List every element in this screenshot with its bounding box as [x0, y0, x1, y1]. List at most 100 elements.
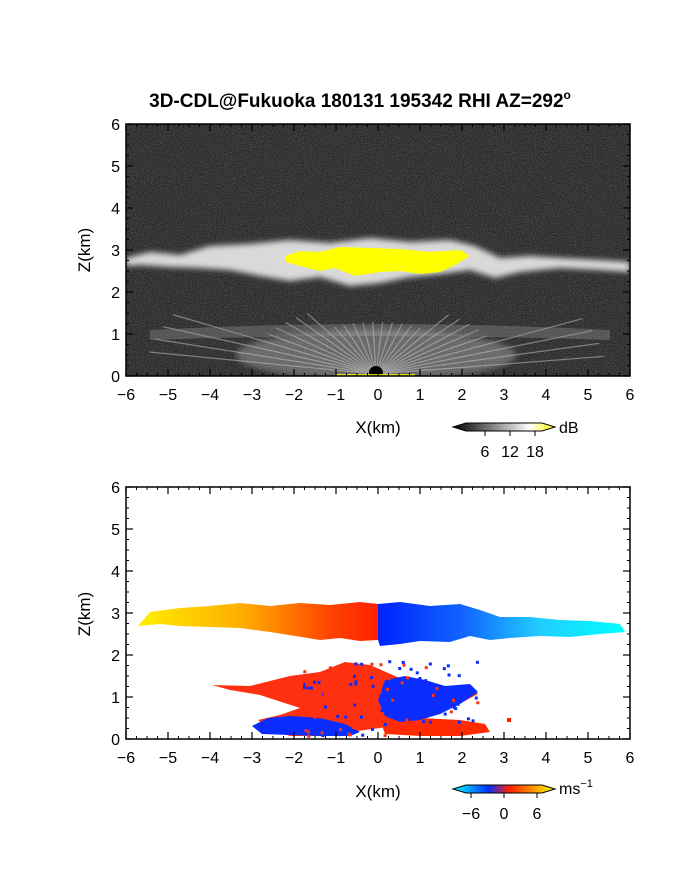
speckle: [363, 694, 367, 698]
speckle: [315, 673, 319, 677]
x-tick-label: −5: [159, 750, 177, 767]
speckle: [401, 660, 405, 664]
speckle: [319, 692, 323, 696]
colorbar-tick-label: 6: [481, 444, 490, 461]
speckle: [309, 686, 313, 690]
speckle: [351, 726, 355, 730]
colorbar-gradient: [451, 422, 557, 432]
speckle: [309, 690, 313, 694]
speckle: [474, 696, 478, 700]
speckle: [471, 690, 475, 694]
speckle: [307, 734, 311, 738]
x-tick-label: 6: [626, 387, 635, 404]
y-tick-label: 6: [111, 480, 120, 497]
x-tick-label: 1: [416, 750, 425, 767]
speckle: [386, 726, 390, 730]
y-tick-label: 2: [111, 285, 120, 302]
colorbar-tick-label: 18: [526, 444, 544, 461]
y-tick-label: 5: [111, 522, 120, 539]
velocity-image: [126, 487, 630, 739]
speckle: [383, 723, 387, 727]
speckle: [409, 667, 413, 671]
speckle: [348, 733, 352, 737]
speckle: [415, 721, 419, 725]
speckle: [323, 682, 327, 686]
speckle: [435, 687, 439, 691]
x-tick-label: 0: [374, 387, 383, 404]
speckle: [387, 677, 391, 681]
y-tick-labels: 0 1 2 3 4 5 6: [111, 117, 120, 386]
axis-ticks: [125, 486, 631, 740]
speckle: [336, 714, 340, 718]
speckle: [369, 719, 373, 723]
x-tick-label: 6: [626, 750, 635, 767]
speckle: [366, 697, 370, 701]
speckle: [402, 663, 406, 667]
speckle: [302, 682, 306, 686]
backscatter-image: [126, 124, 630, 376]
colorbar-tick-label: 12: [501, 444, 519, 461]
x-tick-label: −2: [285, 750, 303, 767]
speckle: [457, 674, 461, 678]
speckle: [337, 693, 341, 697]
speckle: [354, 682, 358, 686]
speckle: [454, 707, 458, 711]
x-tick-label: −5: [159, 387, 177, 404]
speckle: [370, 662, 374, 666]
speckle: [471, 719, 475, 723]
y-tick-labels: 0 1 2 3 4 5 6: [111, 480, 120, 749]
colorbar-tick-label: 0: [500, 806, 509, 823]
speckle: [354, 662, 358, 666]
speckle: [312, 680, 316, 684]
speckle: [418, 708, 422, 712]
speckle: [321, 671, 325, 675]
x-tick-label: 4: [542, 750, 551, 767]
speckle: [347, 717, 351, 721]
speckle: [406, 676, 410, 680]
speckle: [371, 673, 375, 677]
y-tick-label: 6: [111, 117, 120, 134]
x-tick-label: −6: [117, 750, 135, 767]
speckle: [355, 711, 359, 715]
speckle: [455, 697, 459, 701]
speckle: [406, 697, 410, 701]
x-tick-label: −2: [285, 387, 303, 404]
y-axis-label: Z(km): [75, 592, 94, 636]
speckle: [328, 666, 332, 670]
speckle: [370, 676, 374, 680]
speckle: [339, 727, 343, 731]
speckle: [378, 690, 382, 694]
speckle: [385, 695, 389, 699]
x-tick-label: 3: [500, 387, 509, 404]
speckle: [443, 712, 447, 716]
x-axis-label: X(km): [355, 782, 400, 801]
speckle: [431, 693, 435, 697]
x-tick-label: 2: [458, 750, 467, 767]
speckle: [379, 663, 383, 667]
speckle: [317, 680, 321, 684]
speckle: [434, 699, 438, 703]
speckle: [422, 720, 426, 724]
speckle: [344, 715, 348, 719]
speckle: [432, 688, 436, 692]
speckle: [321, 734, 325, 738]
speckle: [386, 687, 390, 691]
speckle: [361, 733, 365, 737]
speckle: [304, 729, 308, 733]
speckle: [396, 728, 400, 732]
speckle: [338, 733, 342, 737]
speckle: [370, 727, 374, 731]
speckle: [451, 698, 455, 702]
speckle: [375, 673, 379, 677]
speckle: [341, 669, 345, 673]
speckle: [424, 679, 428, 683]
speckle: [415, 671, 419, 675]
x-tick-label: 1: [416, 387, 425, 404]
speckle: [398, 685, 402, 689]
x-tick-label: −1: [327, 750, 345, 767]
speckle: [424, 666, 428, 670]
speckle: [358, 696, 362, 700]
y-tick-label: 5: [111, 159, 120, 176]
chart-title: 3D-CDL@Fukuoka 180131 195342 RHI AZ=292o: [149, 88, 571, 112]
colorbar-velocity: ms−1 −6 0 6: [451, 778, 593, 823]
